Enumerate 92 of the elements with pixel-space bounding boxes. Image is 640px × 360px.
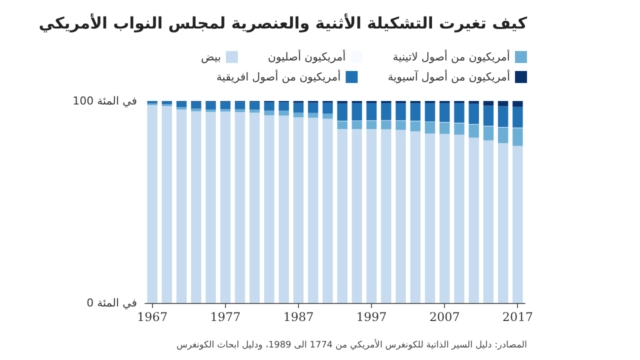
bar [498, 106, 508, 128]
bar [234, 102, 246, 110]
bar [512, 101, 523, 107]
bar [410, 103, 420, 121]
bar [220, 112, 230, 303]
bar [308, 118, 318, 303]
y-tick-label: 100 في المئة [72, 94, 137, 108]
bar [366, 120, 377, 130]
bar [234, 112, 246, 303]
bar [337, 129, 348, 303]
bar [191, 101, 202, 109]
x-tick-label: 1977 [210, 310, 241, 324]
bar [322, 118, 333, 303]
bar [278, 116, 289, 303]
text: المصادر: دليل السير الذاتية للكونغرس الأمريكي من 1774 الى 1989، ودليل ابحاث الكونغرس [176, 338, 528, 350]
bar [206, 112, 216, 303]
bar [498, 101, 508, 106]
bar [468, 124, 479, 138]
x-tick-label: 1987 [283, 310, 314, 324]
bar [250, 112, 260, 303]
bar [176, 109, 187, 303]
chart-title: كيف تغيرت التشكيلة الأثنية والعنصرية لمجلس النواب الأمريكي [38, 12, 528, 32]
bar [278, 102, 289, 111]
bar [250, 110, 260, 113]
bar [293, 117, 304, 303]
bar [396, 120, 406, 130]
bar [440, 134, 450, 303]
bar [483, 106, 494, 126]
bar [366, 129, 377, 303]
bar [278, 110, 289, 116]
bar [454, 123, 464, 135]
bar [396, 103, 406, 120]
bar [293, 112, 304, 118]
bar [191, 108, 202, 112]
legend-label: أمريكيون من أصول آسيوية [388, 70, 510, 84]
legend-label: أمريكيون من أصول لاتينية [392, 50, 510, 64]
bar [322, 102, 333, 114]
bar [322, 114, 333, 119]
bar [424, 134, 436, 303]
bar [483, 126, 494, 140]
bar [468, 101, 479, 104]
legend-label: أمريكيون أصليون [268, 50, 346, 64]
bar [366, 103, 377, 120]
x-tick-label: 1997 [356, 310, 387, 324]
bar [410, 121, 420, 132]
bar [206, 109, 216, 112]
bar [512, 106, 523, 128]
bar [424, 103, 436, 122]
bar [220, 109, 230, 112]
bar [440, 122, 450, 134]
bar [308, 112, 318, 118]
bar [147, 105, 158, 303]
bar [440, 103, 450, 122]
x-tick-label: 1967 [137, 310, 168, 324]
bar [264, 115, 274, 303]
bar [468, 138, 479, 303]
bar [162, 106, 172, 303]
legend-label: بيض [201, 50, 221, 64]
bar [498, 127, 508, 144]
bar [250, 102, 260, 110]
bar [396, 130, 406, 303]
bar [337, 103, 348, 121]
bar [220, 101, 230, 110]
bar [454, 134, 464, 303]
bar [264, 102, 274, 111]
bar [191, 111, 202, 303]
bar [162, 101, 172, 104]
bar [381, 120, 392, 130]
x-tick-label: 2007 [429, 310, 460, 324]
bar [293, 102, 304, 113]
y-tick-label: 0 في المئة [86, 296, 137, 310]
bar [410, 131, 420, 303]
bar [381, 103, 392, 120]
bar [512, 146, 523, 303]
bar [424, 122, 436, 134]
bar [206, 101, 216, 110]
bar [498, 143, 508, 303]
x-tick-label: 2017 [502, 310, 533, 324]
bar [176, 101, 187, 108]
bar [337, 121, 348, 130]
bar [352, 103, 362, 121]
bar [454, 103, 464, 123]
bar [352, 121, 362, 130]
bar [308, 102, 318, 113]
bar [381, 129, 392, 303]
bar [468, 104, 479, 124]
bar [483, 140, 494, 303]
bar [352, 129, 362, 303]
bar [512, 128, 523, 146]
legend-label: أمريكيون من أصول افريقية [216, 70, 341, 84]
bar [264, 110, 274, 116]
bar [483, 101, 494, 106]
